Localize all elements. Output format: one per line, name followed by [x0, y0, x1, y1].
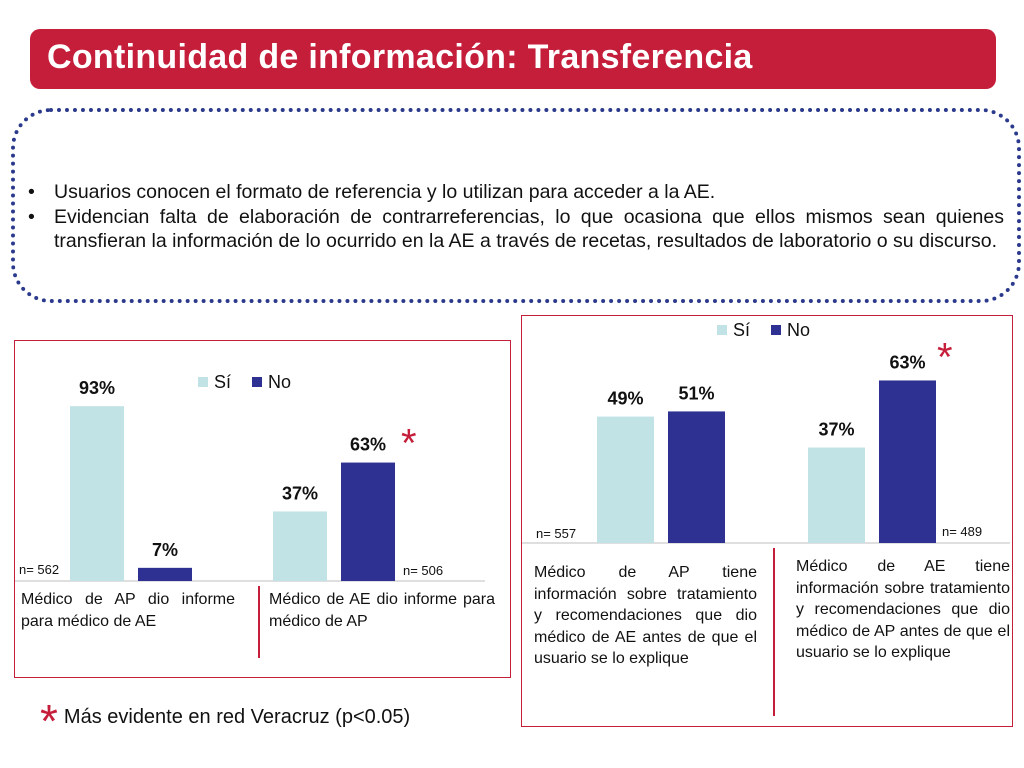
bar-chart-left: 93% 37% 7% 63% * Sí No n= 562 n= 506 — [15, 372, 485, 582]
notes-box — [11, 108, 1021, 303]
slide-title: Continuidad de información: Transferenci… — [47, 38, 753, 76]
bar — [668, 411, 725, 543]
data-label: 49% — [607, 389, 643, 409]
bullet-item: • Evidencian falta de elaboración de con… — [24, 205, 1004, 254]
footnote-star: * — [40, 695, 58, 747]
data-label: 51% — [678, 383, 714, 403]
sample-size-label: n= 557 — [536, 526, 576, 541]
bar — [273, 511, 327, 581]
category-label: Médico de AP tiene información sobre tra… — [534, 564, 757, 667]
significance-star: * — [937, 335, 953, 379]
sample-size-label: n= 506 — [403, 563, 443, 578]
bar — [341, 462, 395, 581]
bar — [808, 447, 865, 543]
bullet-marker: • — [28, 205, 35, 228]
title-bar: Continuidad de información: Transferenci… — [30, 29, 996, 89]
bullet-item: • Usuarios conocen el formato de referen… — [24, 180, 1004, 205]
legend-label: Sí — [214, 372, 231, 392]
data-label: 37% — [818, 420, 854, 440]
bullet-text: Evidencian falta de elaboración de contr… — [54, 205, 1004, 253]
legend-swatch — [771, 325, 781, 335]
chart-panel-right: 49% 37% 51% 63% * Sí No n= 557 n= 489 Médico de … — [521, 315, 1013, 727]
data-label: 37% — [282, 483, 318, 503]
category-divider — [773, 548, 775, 716]
bar — [138, 567, 192, 581]
bullet-list: • Usuarios conocen el formato de referen… — [24, 180, 1004, 254]
bar — [597, 416, 654, 543]
sample-size-label: n= 562 — [19, 562, 59, 577]
category-label: Médico de AE dio informe para médico de … — [269, 591, 495, 630]
legend-label: No — [268, 372, 291, 392]
category-label: Médico de AP dio informe para médico de … — [21, 591, 235, 630]
footnote: * Más evidente en red Veracruz (p<0.05) — [40, 694, 410, 748]
data-label: 63% — [889, 352, 925, 372]
bullet-marker: • — [28, 181, 35, 203]
bar — [70, 406, 124, 581]
chart-panel-left: 93% 37% 7% 63% * Sí No n= 562 n= 506 Médico de A… — [14, 340, 511, 678]
legend-swatch — [198, 377, 208, 387]
legend-label: Sí — [733, 320, 750, 340]
bullet-text: Usuarios conocen el formato de referenci… — [54, 181, 716, 203]
bar — [879, 380, 936, 543]
footnote-text: Más evidente en red Veracruz (p<0.05) — [63, 706, 411, 728]
legend-label: No — [787, 320, 810, 340]
category-divider — [258, 586, 260, 658]
data-label: 93% — [79, 378, 115, 398]
data-label: 7% — [152, 540, 178, 560]
sample-size-label: n= 489 — [942, 524, 982, 539]
category-label: Médico de AE tiene información sobre tra… — [796, 558, 1010, 661]
significance-star: * — [401, 422, 417, 466]
legend-swatch — [717, 325, 727, 335]
legend-swatch — [252, 377, 262, 387]
data-label: 63% — [350, 435, 386, 455]
bar-chart-right: 49% 37% 51% 63% * Sí No n= 557 n= 489 — [522, 320, 1010, 544]
